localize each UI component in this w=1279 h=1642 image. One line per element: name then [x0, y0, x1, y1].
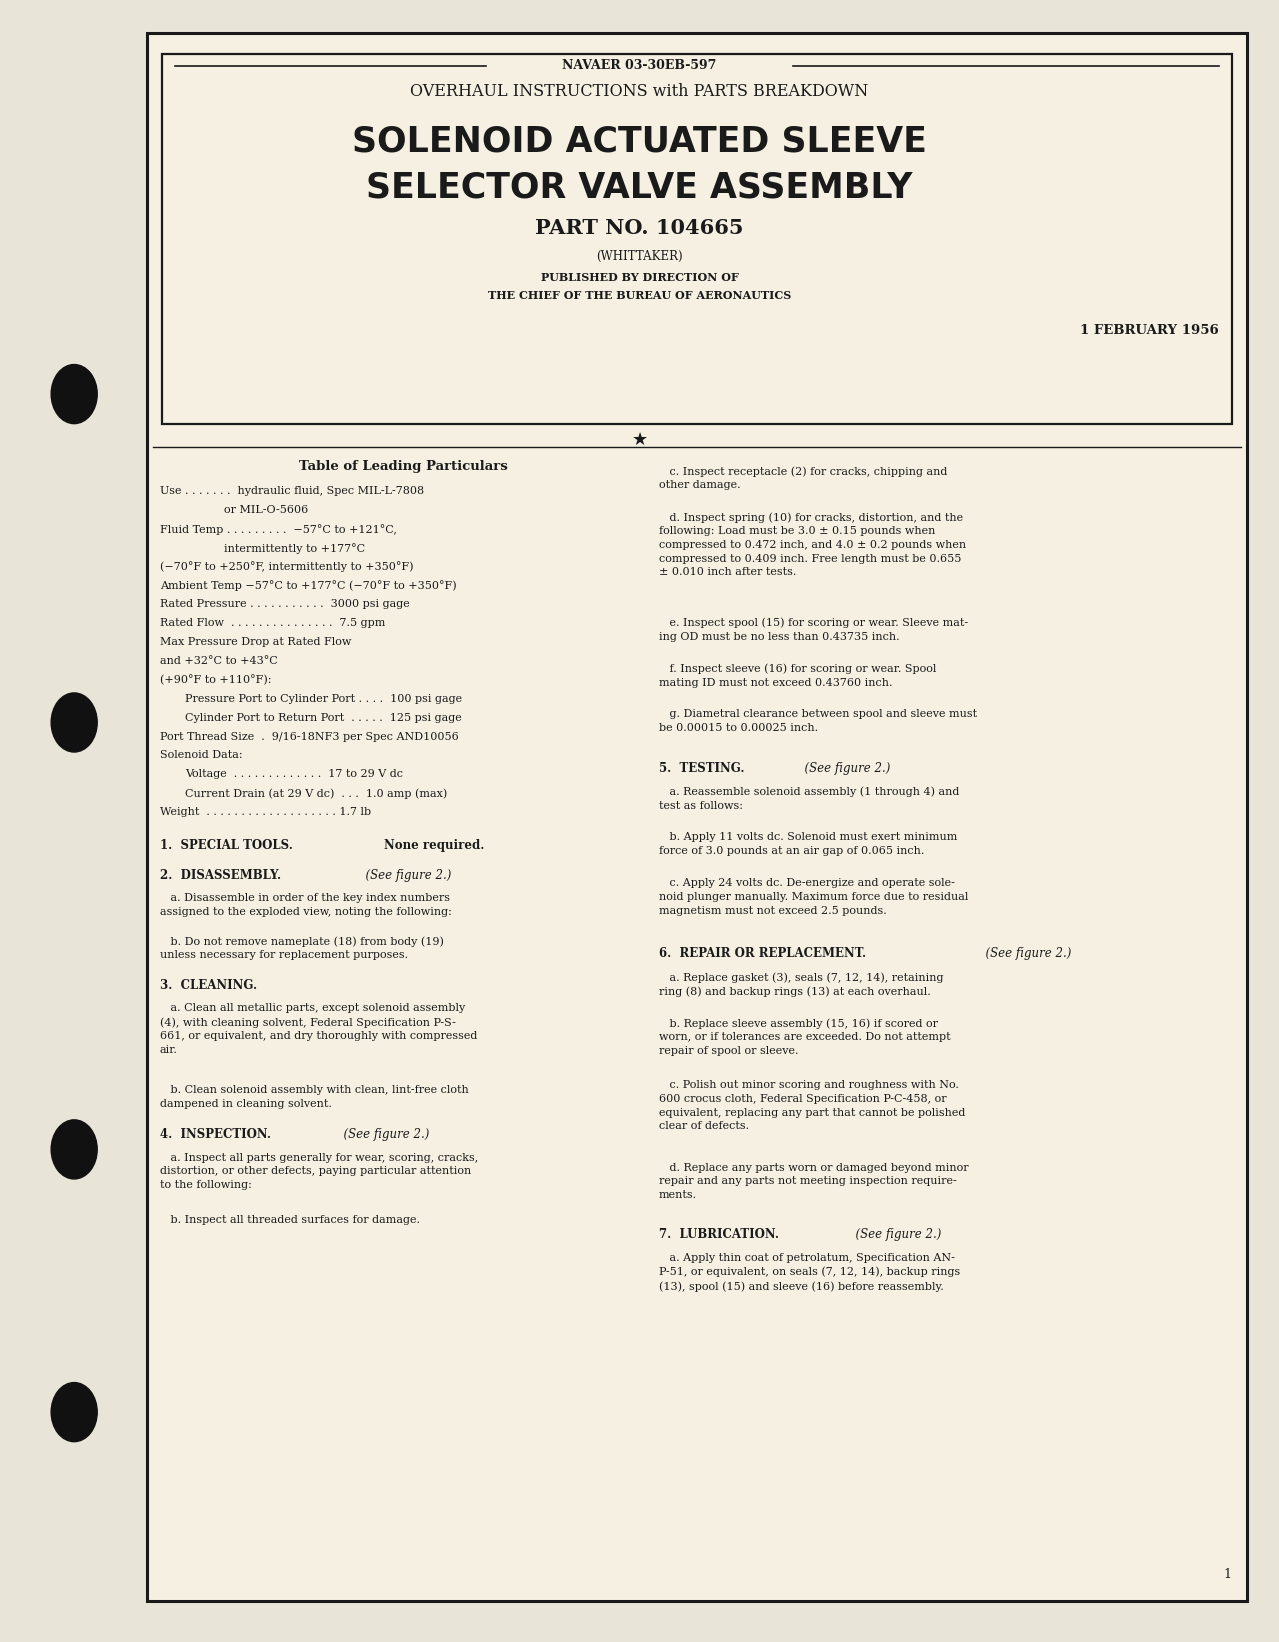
- Text: THE CHIEF OF THE BUREAU OF AERONAUTICS: THE CHIEF OF THE BUREAU OF AERONAUTICS: [487, 291, 792, 300]
- Text: Port Thread Size  .  9/16-18NF3 per Spec AND10056: Port Thread Size . 9/16-18NF3 per Spec A…: [160, 731, 459, 742]
- Text: 1 FEBRUARY 1956: 1 FEBRUARY 1956: [1081, 323, 1219, 337]
- Text: (WHITTAKER): (WHITTAKER): [596, 250, 683, 263]
- Text: Rated Flow  . . . . . . . . . . . . . . .  7.5 gpm: Rated Flow . . . . . . . . . . . . . . .…: [160, 617, 385, 629]
- Text: d. Replace any parts worn or damaged beyond minor
repair and any parts not meeti: d. Replace any parts worn or damaged bey…: [659, 1163, 968, 1200]
- Text: b. Do not remove nameplate (18) from body (19)
unless necessary for replacement : b. Do not remove nameplate (18) from bod…: [160, 936, 444, 961]
- Circle shape: [51, 1383, 97, 1442]
- Text: OVERHAUL INSTRUCTIONS with PARTS BREAKDOWN: OVERHAUL INSTRUCTIONS with PARTS BREAKDO…: [411, 84, 868, 100]
- Text: Fluid Temp . . . . . . . . .  −57°C to +121°C,: Fluid Temp . . . . . . . . . −57°C to +1…: [160, 524, 396, 535]
- Text: c. Inspect receptacle (2) for cracks, chipping and
other damage.: c. Inspect receptacle (2) for cracks, ch…: [659, 466, 946, 491]
- Text: a. Disassemble in order of the key index numbers
assigned to the exploded view, : a. Disassemble in order of the key index…: [160, 893, 451, 916]
- Text: a. Reassemble solenoid assembly (1 through 4) and
test as follows:: a. Reassemble solenoid assembly (1 throu…: [659, 787, 959, 811]
- Text: PART NO. 104665: PART NO. 104665: [535, 218, 744, 238]
- Bar: [162, 54, 1232, 424]
- Text: (+90°F to +110°F):: (+90°F to +110°F):: [160, 675, 271, 685]
- Text: (−70°F to +250°F, intermittently to +350°F): (−70°F to +250°F, intermittently to +350…: [160, 562, 413, 573]
- Text: Use . . . . . . .  hydraulic fluid, Spec MIL-L-7808: Use . . . . . . . hydraulic fluid, Spec …: [160, 486, 425, 496]
- Text: (See figure 2.): (See figure 2.): [358, 869, 451, 882]
- Text: 7.  LUBRICATION.: 7. LUBRICATION.: [659, 1228, 779, 1241]
- Text: 2.  DISASSEMBLY.: 2. DISASSEMBLY.: [160, 869, 281, 882]
- Text: g. Diametral clearance between spool and sleeve must
be 0.00015 to 0.00025 inch.: g. Diametral clearance between spool and…: [659, 709, 977, 732]
- Text: Voltage  . . . . . . . . . . . . .  17 to 29 V dc: Voltage . . . . . . . . . . . . . 17 to …: [185, 768, 403, 780]
- Text: Rated Pressure . . . . . . . . . . .  3000 psi gage: Rated Pressure . . . . . . . . . . . 300…: [160, 599, 409, 609]
- Text: (See figure 2.): (See figure 2.): [848, 1228, 941, 1241]
- Text: (See figure 2.): (See figure 2.): [797, 762, 890, 775]
- Bar: [147, 33, 1247, 1601]
- Text: or MIL-O-5606: or MIL-O-5606: [224, 504, 308, 516]
- Text: Ambient Temp −57°C to +177°C (−70°F to +350°F): Ambient Temp −57°C to +177°C (−70°F to +…: [160, 580, 457, 591]
- Text: b. Apply 11 volts dc. Solenoid must exert minimum
force of 3.0 pounds at an air : b. Apply 11 volts dc. Solenoid must exer…: [659, 832, 957, 855]
- Text: Weight  . . . . . . . . . . . . . . . . . . . 1.7 lb: Weight . . . . . . . . . . . . . . . . .…: [160, 806, 371, 818]
- Text: PUBLISHED BY DIRECTION OF: PUBLISHED BY DIRECTION OF: [541, 273, 738, 282]
- Text: b. Clean solenoid assembly with clean, lint-free cloth
dampened in cleaning solv: b. Clean solenoid assembly with clean, l…: [160, 1085, 468, 1108]
- Text: 5.  TESTING.: 5. TESTING.: [659, 762, 744, 775]
- Text: a. Replace gasket (3), seals (7, 12, 14), retaining
ring (8) and backup rings (1: a. Replace gasket (3), seals (7, 12, 14)…: [659, 972, 943, 997]
- Text: NAVAER 03-30EB-597: NAVAER 03-30EB-597: [563, 59, 716, 72]
- Text: b. Inspect all threaded surfaces for damage.: b. Inspect all threaded surfaces for dam…: [160, 1215, 420, 1225]
- Text: Solenoid Data:: Solenoid Data:: [160, 750, 243, 760]
- Text: 1.  SPECIAL TOOLS.: 1. SPECIAL TOOLS.: [160, 839, 301, 852]
- Text: None required.: None required.: [384, 839, 483, 852]
- Circle shape: [51, 365, 97, 424]
- Text: 6.  REPAIR OR REPLACEMENT.: 6. REPAIR OR REPLACEMENT.: [659, 947, 866, 961]
- Text: Max Pressure Drop at Rated Flow: Max Pressure Drop at Rated Flow: [160, 637, 352, 647]
- Text: 4.  INSPECTION.: 4. INSPECTION.: [160, 1128, 271, 1141]
- Text: and +32°C to +43°C: and +32°C to +43°C: [160, 655, 278, 667]
- Text: Pressure Port to Cylinder Port . . . .  100 psi gage: Pressure Port to Cylinder Port . . . . 1…: [185, 693, 463, 704]
- Circle shape: [51, 693, 97, 752]
- Text: intermittently to +177°C: intermittently to +177°C: [224, 542, 365, 553]
- Text: a. Apply thin coat of petrolatum, Specification AN-
P-51, or equivalent, on seal: a. Apply thin coat of petrolatum, Specif…: [659, 1253, 961, 1292]
- Text: Cylinder Port to Return Port  . . . . .  125 psi gage: Cylinder Port to Return Port . . . . . 1…: [185, 713, 462, 722]
- Text: (See figure 2.): (See figure 2.): [336, 1128, 430, 1141]
- Text: SOLENOID ACTUATED SLEEVE: SOLENOID ACTUATED SLEEVE: [352, 125, 927, 158]
- Text: f. Inspect sleeve (16) for scoring or wear. Spool
mating ID must not exceed 0.43: f. Inspect sleeve (16) for scoring or we…: [659, 663, 936, 688]
- Text: a. Clean all metallic parts, except solenoid assembly
(4), with cleaning solvent: a. Clean all metallic parts, except sole…: [160, 1003, 477, 1054]
- Text: c. Apply 24 volts dc. De-energize and operate sole-
noid plunger manually. Maxim: c. Apply 24 volts dc. De-energize and op…: [659, 878, 968, 916]
- Text: Current Drain (at 29 V dc)  . . .  1.0 amp (max): Current Drain (at 29 V dc) . . . 1.0 amp…: [185, 788, 448, 798]
- Text: d. Inspect spring (10) for cracks, distortion, and the
following: Load must be 3: d. Inspect spring (10) for cracks, disto…: [659, 512, 966, 578]
- Text: e. Inspect spool (15) for scoring or wear. Sleeve mat-
ing OD must be no less th: e. Inspect spool (15) for scoring or wea…: [659, 617, 968, 642]
- Text: b. Replace sleeve assembly (15, 16) if scored or
worn, or if tolerances are exce: b. Replace sleeve assembly (15, 16) if s…: [659, 1018, 950, 1056]
- Text: 3.  CLEANING.: 3. CLEANING.: [160, 979, 257, 992]
- Text: (See figure 2.): (See figure 2.): [978, 947, 1072, 961]
- Text: a. Inspect all parts generally for wear, scoring, cracks,
distortion, or other d: a. Inspect all parts generally for wear,…: [160, 1153, 478, 1190]
- Text: 1: 1: [1224, 1568, 1232, 1581]
- Circle shape: [51, 1120, 97, 1179]
- Text: SELECTOR VALVE ASSEMBLY: SELECTOR VALVE ASSEMBLY: [366, 171, 913, 204]
- Text: ★: ★: [632, 432, 647, 448]
- Text: Table of Leading Particulars: Table of Leading Particulars: [298, 460, 508, 473]
- Text: c. Polish out minor scoring and roughness with No.
600 crocus cloth, Federal Spe: c. Polish out minor scoring and roughnes…: [659, 1080, 966, 1131]
